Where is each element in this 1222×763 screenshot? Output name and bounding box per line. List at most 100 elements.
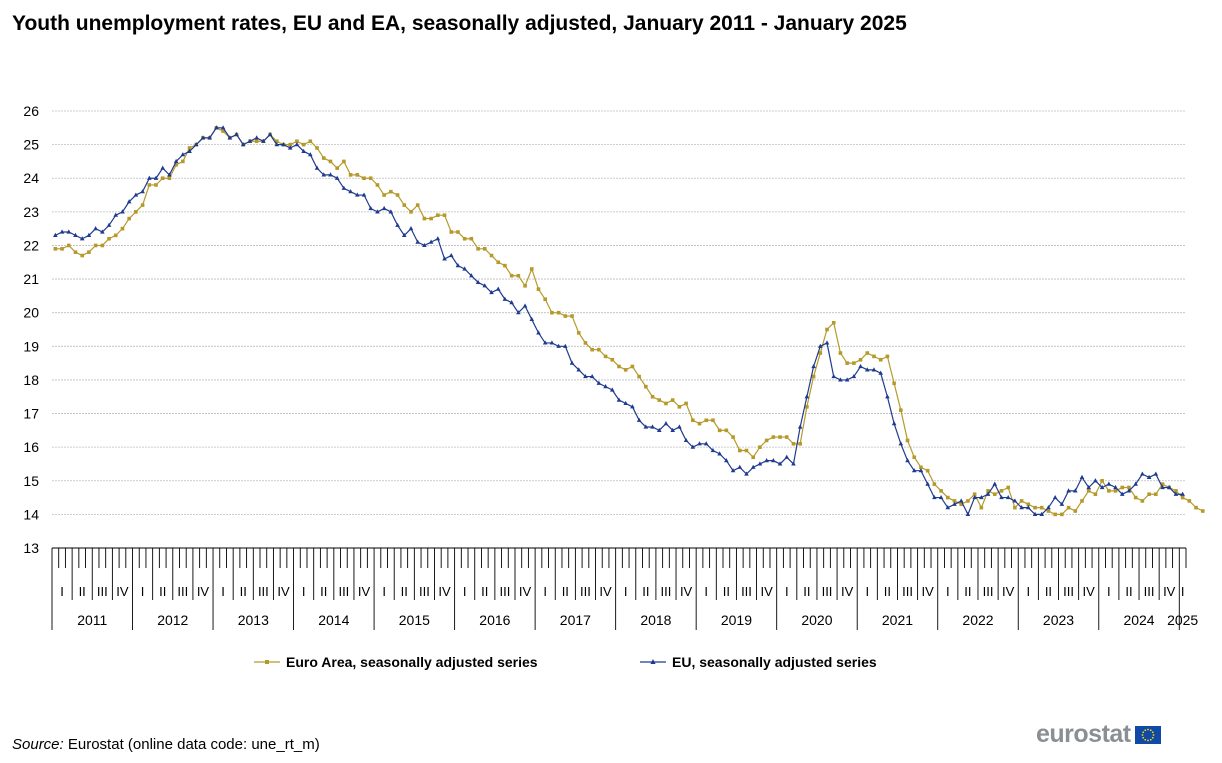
data-point bbox=[583, 341, 588, 345]
data-point bbox=[395, 222, 400, 227]
y-axis: 13 14 15 16 17 18 19 20 21 22 23 24 25 26 bbox=[23, 103, 39, 556]
data-point bbox=[1033, 505, 1037, 510]
data-point bbox=[1086, 489, 1091, 493]
data-point bbox=[87, 250, 91, 254]
data-point bbox=[650, 424, 655, 429]
data-point bbox=[368, 205, 374, 211]
data-point bbox=[381, 205, 387, 211]
quarter-label: II bbox=[964, 584, 971, 599]
quarter-label: I bbox=[704, 584, 708, 599]
data-point bbox=[630, 364, 635, 369]
y-tick-label: 14 bbox=[23, 506, 39, 522]
legend-marker bbox=[265, 660, 269, 664]
data-point bbox=[1126, 488, 1132, 493]
data-point bbox=[1066, 488, 1071, 493]
data-point bbox=[214, 125, 219, 130]
data-point bbox=[402, 203, 407, 207]
logo-text: eurostat bbox=[1036, 720, 1131, 748]
data-point bbox=[482, 247, 487, 251]
data-point bbox=[603, 384, 608, 389]
data-point bbox=[442, 256, 447, 261]
data-point bbox=[805, 405, 809, 409]
data-point bbox=[173, 158, 179, 164]
data-point bbox=[1113, 484, 1118, 490]
data-point bbox=[703, 441, 709, 446]
data-point bbox=[664, 401, 668, 406]
data-point bbox=[758, 445, 762, 449]
data-point bbox=[523, 284, 527, 288]
data-point bbox=[73, 250, 78, 254]
data-point bbox=[1073, 509, 1078, 513]
quarter-label: II bbox=[240, 584, 247, 599]
year-label: 2023 bbox=[1043, 612, 1074, 628]
data-point bbox=[999, 489, 1004, 493]
data-point bbox=[771, 435, 776, 439]
quarter-label: III bbox=[419, 584, 430, 599]
data-point bbox=[456, 230, 460, 234]
data-point bbox=[878, 357, 883, 362]
quarter-label: I bbox=[1027, 584, 1031, 599]
data-point bbox=[321, 172, 327, 177]
data-point bbox=[838, 377, 843, 382]
year-label: 2025 bbox=[1167, 612, 1198, 628]
data-point bbox=[334, 175, 340, 180]
data-point bbox=[503, 263, 507, 268]
data-point bbox=[764, 438, 769, 443]
data-point bbox=[1026, 505, 1031, 510]
data-point bbox=[489, 289, 494, 295]
quarter-label: I bbox=[624, 584, 628, 599]
data-point bbox=[750, 464, 756, 469]
data-point bbox=[120, 226, 125, 231]
data-point bbox=[536, 330, 541, 335]
data-point bbox=[825, 327, 829, 332]
data-point bbox=[140, 189, 145, 194]
data-point bbox=[355, 192, 360, 197]
data-point bbox=[247, 138, 253, 143]
data-point bbox=[791, 461, 796, 466]
quarter-label: I bbox=[463, 584, 467, 599]
data-point bbox=[455, 263, 461, 268]
data-point bbox=[932, 482, 937, 486]
data-point bbox=[697, 421, 702, 426]
data-point bbox=[361, 192, 367, 197]
data-point bbox=[844, 377, 850, 382]
quarter-label: II bbox=[803, 584, 810, 599]
year-label: 2016 bbox=[479, 612, 510, 628]
data-point bbox=[80, 253, 84, 258]
data-point bbox=[1039, 505, 1044, 510]
quarter-label: IV bbox=[841, 584, 854, 599]
quarter-label: IV bbox=[922, 584, 935, 599]
data-point bbox=[308, 152, 313, 157]
data-point bbox=[348, 173, 353, 177]
data-point bbox=[489, 253, 494, 258]
data-point bbox=[1147, 492, 1151, 497]
data-point bbox=[1100, 478, 1104, 483]
y-tick-label: 16 bbox=[23, 439, 39, 455]
data-point bbox=[462, 236, 467, 241]
data-point bbox=[979, 494, 984, 500]
data-point bbox=[529, 267, 534, 271]
year-label: 2018 bbox=[640, 612, 671, 628]
year-label: 2019 bbox=[721, 612, 752, 628]
data-point bbox=[925, 481, 930, 486]
data-point bbox=[154, 183, 158, 187]
data-point bbox=[670, 398, 675, 402]
data-point bbox=[328, 172, 333, 177]
data-point bbox=[858, 357, 863, 362]
data-point bbox=[898, 441, 904, 446]
data-point bbox=[475, 279, 481, 285]
data-point bbox=[690, 444, 696, 449]
series-line bbox=[55, 127, 1183, 516]
data-point bbox=[958, 498, 964, 503]
data-point bbox=[617, 364, 621, 369]
data-point bbox=[590, 347, 594, 352]
data-point bbox=[1173, 491, 1179, 496]
quarter-label: I bbox=[946, 584, 950, 599]
quarter-label: II bbox=[723, 584, 730, 599]
data-point bbox=[100, 229, 105, 234]
data-point bbox=[315, 146, 319, 150]
data-point bbox=[348, 189, 353, 194]
data-point bbox=[677, 424, 682, 429]
data-point bbox=[824, 340, 830, 345]
data-point bbox=[576, 331, 581, 335]
